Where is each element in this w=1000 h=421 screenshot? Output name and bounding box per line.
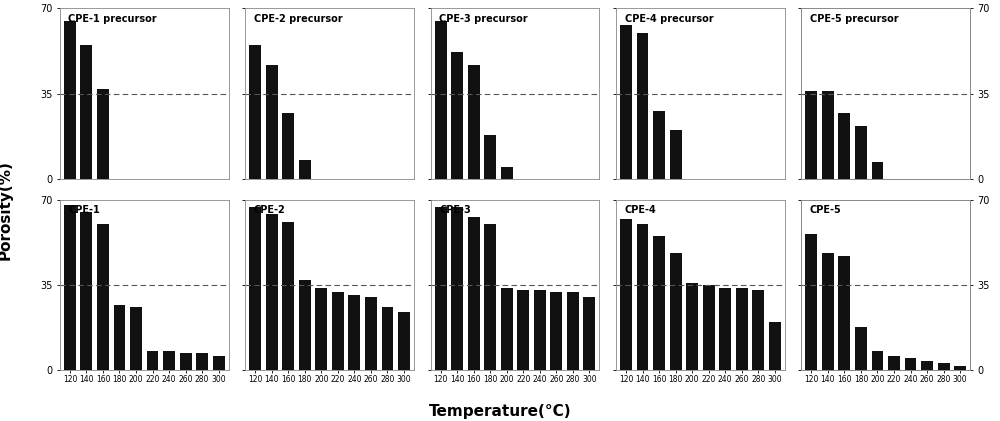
Bar — [147, 351, 158, 370]
Bar — [97, 224, 109, 370]
Bar — [872, 162, 883, 179]
Bar — [266, 64, 278, 179]
Bar — [97, 89, 109, 179]
Bar — [822, 253, 834, 370]
Bar — [838, 256, 850, 370]
Bar — [451, 207, 463, 370]
Bar — [398, 312, 410, 370]
Bar — [501, 167, 513, 179]
Bar — [905, 358, 916, 370]
Bar — [637, 224, 648, 370]
Bar — [435, 21, 447, 179]
Bar — [822, 91, 834, 179]
Bar — [567, 293, 579, 370]
Bar — [769, 322, 781, 370]
Text: CPE-5 precursor: CPE-5 precursor — [810, 13, 899, 24]
Bar — [838, 113, 850, 179]
Text: CPE-1: CPE-1 — [68, 205, 100, 215]
Text: CPE-4: CPE-4 — [625, 205, 656, 215]
Bar — [620, 26, 632, 179]
Text: CPE-3: CPE-3 — [439, 205, 471, 215]
Bar — [670, 253, 682, 370]
Bar — [517, 290, 529, 370]
Bar — [80, 212, 92, 370]
Bar — [180, 353, 192, 370]
Bar — [954, 365, 966, 370]
Bar — [805, 234, 817, 370]
Bar — [130, 307, 142, 370]
Bar — [282, 113, 294, 179]
Bar — [501, 288, 513, 370]
Text: CPE-1 precursor: CPE-1 precursor — [68, 13, 157, 24]
Bar — [382, 307, 393, 370]
Bar — [703, 285, 715, 370]
Bar — [938, 363, 950, 370]
Bar — [484, 135, 496, 179]
Bar — [348, 295, 360, 370]
Bar — [64, 21, 76, 179]
Text: CPE-2 precursor: CPE-2 precursor — [254, 13, 342, 24]
Bar — [670, 131, 682, 179]
Text: CPE-2: CPE-2 — [254, 205, 286, 215]
Bar — [365, 297, 377, 370]
Bar — [299, 160, 311, 179]
Text: Porosity(%): Porosity(%) — [0, 160, 13, 261]
Bar — [872, 351, 883, 370]
Bar — [451, 52, 463, 179]
Bar — [282, 221, 294, 370]
Text: CPE-5: CPE-5 — [810, 205, 842, 215]
Bar — [736, 288, 748, 370]
Bar — [752, 290, 764, 370]
Bar — [213, 356, 225, 370]
Bar — [249, 45, 261, 179]
Text: CPE-3 precursor: CPE-3 precursor — [439, 13, 528, 24]
Bar — [266, 214, 278, 370]
Bar — [620, 219, 632, 370]
Bar — [163, 351, 175, 370]
Bar — [332, 293, 344, 370]
Bar — [468, 217, 480, 370]
Bar — [653, 111, 665, 179]
Bar — [686, 282, 698, 370]
Bar — [805, 91, 817, 179]
Bar — [534, 290, 546, 370]
Bar — [719, 288, 731, 370]
Text: Temperature(°C): Temperature(°C) — [429, 404, 571, 419]
Bar — [484, 224, 496, 370]
Text: CPE-4 precursor: CPE-4 precursor — [625, 13, 713, 24]
Bar — [315, 288, 327, 370]
Bar — [888, 356, 900, 370]
Bar — [921, 361, 933, 370]
Bar — [855, 327, 867, 370]
Bar — [80, 45, 92, 179]
Bar — [114, 305, 125, 370]
Bar — [196, 353, 208, 370]
Bar — [583, 297, 595, 370]
Bar — [64, 205, 76, 370]
Bar — [653, 236, 665, 370]
Bar — [855, 125, 867, 179]
Bar — [550, 293, 562, 370]
Bar — [468, 64, 480, 179]
Bar — [299, 280, 311, 370]
Bar — [249, 207, 261, 370]
Bar — [637, 33, 648, 179]
Bar — [435, 207, 447, 370]
